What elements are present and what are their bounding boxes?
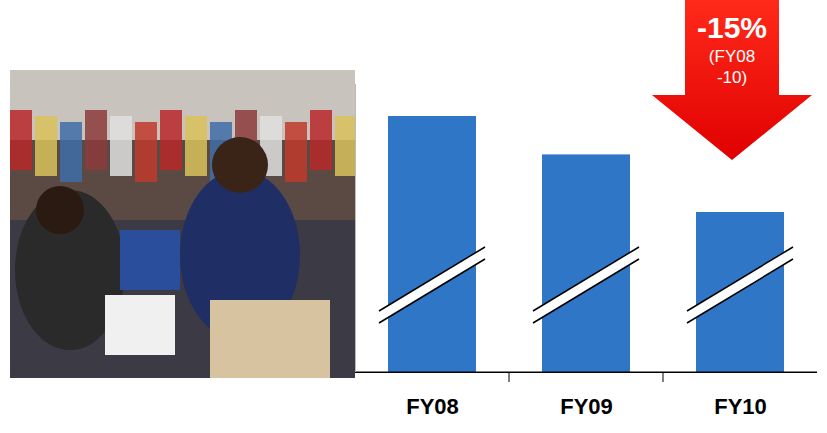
svg-text:FY10: FY10 xyxy=(714,394,767,419)
svg-text:(FY08-10): (FY08-10) xyxy=(709,47,755,87)
svg-text:-15%: -15% xyxy=(697,11,767,44)
svg-text:FY08: FY08 xyxy=(406,394,459,419)
svg-text:FY09: FY09 xyxy=(560,394,613,419)
